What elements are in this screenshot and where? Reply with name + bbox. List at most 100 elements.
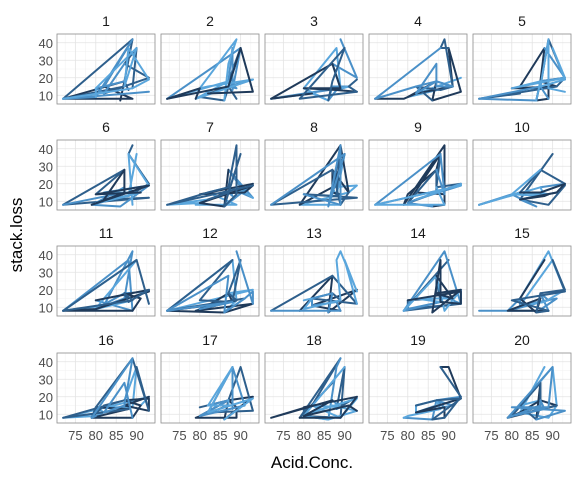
series-line-4 xyxy=(90,357,134,419)
panel-series xyxy=(62,250,150,312)
facet-panel-4: 4 xyxy=(368,13,468,105)
y-axis-title: stack.loss xyxy=(7,198,26,273)
panel-border xyxy=(160,139,260,211)
y-tick-label: 40 xyxy=(39,36,53,51)
facet-panel-6: 6 10 20 30 40 xyxy=(39,119,156,211)
panel-border xyxy=(472,139,572,211)
panel-series xyxy=(270,38,358,102)
panel-border xyxy=(56,139,156,211)
panel-series xyxy=(374,38,462,102)
x-tick-label: 75 xyxy=(380,428,394,443)
x-tick-label: 85 xyxy=(421,428,435,443)
series-line-3 xyxy=(415,366,462,419)
x-tick-label: 85 xyxy=(109,428,123,443)
strip-label: 19 xyxy=(410,332,426,348)
y-tick-label: 20 xyxy=(39,177,53,192)
strip-label: 13 xyxy=(306,225,322,241)
panel-series xyxy=(374,144,462,208)
y-tick-label: 10 xyxy=(39,88,53,103)
facet-panel-5: 5 xyxy=(472,13,572,105)
series-line-3 xyxy=(62,38,150,100)
series-line-4 xyxy=(510,38,566,102)
series-line-4 xyxy=(374,182,462,206)
x-tick-label: 75 xyxy=(68,428,82,443)
series-line-4 xyxy=(519,182,566,201)
strip-label: 8 xyxy=(310,119,318,135)
strip-label: 9 xyxy=(414,119,422,135)
y-tick-label: 20 xyxy=(39,283,53,298)
facet-panel-14: 14 xyxy=(368,225,468,317)
strip-label: 18 xyxy=(306,332,322,348)
panel-border xyxy=(264,352,364,424)
x-tick-label: 80 xyxy=(505,428,519,443)
series-line-2 xyxy=(90,395,150,419)
y-tick-label: 20 xyxy=(39,71,53,86)
panel-series xyxy=(166,144,254,208)
x-tick-label: 75 xyxy=(276,428,290,443)
panel-series xyxy=(270,250,358,314)
panel-border xyxy=(368,139,468,211)
series-line-4 xyxy=(166,47,254,100)
panel-series xyxy=(270,144,358,208)
series-line-4 xyxy=(406,259,462,314)
x-tick-label: 80 xyxy=(193,428,207,443)
y-tick-label: 30 xyxy=(39,159,53,174)
strip-label: 16 xyxy=(98,332,114,348)
panel-series xyxy=(478,250,566,314)
panel-border xyxy=(160,352,260,424)
series-line-4 xyxy=(415,366,462,421)
y-tick-label: 40 xyxy=(39,142,53,157)
panel-border xyxy=(160,33,260,105)
panel-series xyxy=(478,38,566,102)
series-line-4 xyxy=(90,168,150,206)
y-tick-label: 30 xyxy=(39,372,53,387)
panel-series xyxy=(402,366,462,421)
series-line-4 xyxy=(374,47,454,100)
facet-panel-9: 9 xyxy=(368,119,468,211)
panel-border xyxy=(472,245,572,317)
panel-series xyxy=(62,38,150,102)
facet-panel-7: 7 xyxy=(160,119,260,211)
series-line-3 xyxy=(166,259,246,312)
panel-border xyxy=(56,245,156,317)
facet-panels: 1 10 20 30 40 2 3 4 5 6 10 20 30 40 7 8 9 10 11 10 20 30 40 12 1… xyxy=(39,13,572,443)
x-tick-label: 85 xyxy=(525,428,539,443)
series-line-4 xyxy=(506,366,566,421)
panel-border xyxy=(368,245,468,317)
panel-border xyxy=(472,33,572,105)
strip-label: 5 xyxy=(518,13,526,29)
strip-label: 1 xyxy=(102,13,110,29)
facet-panel-18: 18 75 80 85 90 xyxy=(264,332,364,443)
series-line-4 xyxy=(298,47,358,102)
series-line-4 xyxy=(166,250,254,314)
panel-border xyxy=(368,33,468,105)
x-tick-label: 90 xyxy=(129,428,143,443)
facet-panel-8: 8 xyxy=(264,119,364,211)
series-line-2 xyxy=(270,47,350,102)
facet-panel-1: 1 10 20 30 40 xyxy=(39,13,156,105)
series-line-4 xyxy=(270,144,346,208)
facet-panel-19: 19 75 80 85 90 xyxy=(368,332,468,443)
series-line-4 xyxy=(62,259,150,312)
facet-panel-12: 12 xyxy=(160,225,260,317)
strip-label: 6 xyxy=(102,119,110,135)
strip-label: 2 xyxy=(206,13,214,29)
series-line-4 xyxy=(302,250,358,310)
strip-label: 3 xyxy=(310,13,318,29)
x-tick-label: 75 xyxy=(172,428,186,443)
series-line-3 xyxy=(270,144,358,206)
panel-series xyxy=(194,366,254,421)
facet-panel-17: 17 75 80 85 90 xyxy=(160,332,260,443)
strip-label: 12 xyxy=(202,225,218,241)
panel-series xyxy=(506,366,566,421)
series-line-1 xyxy=(62,250,150,312)
strip-label: 4 xyxy=(414,13,422,29)
x-tick-label: 90 xyxy=(337,428,351,443)
strip-label: 11 xyxy=(99,225,114,241)
panel-series xyxy=(270,357,358,421)
panel-border xyxy=(264,245,364,317)
y-tick-label: 20 xyxy=(39,390,53,405)
facet-panel-3: 3 xyxy=(264,13,364,105)
panel-border xyxy=(264,139,364,211)
series-line-3 xyxy=(270,292,342,314)
